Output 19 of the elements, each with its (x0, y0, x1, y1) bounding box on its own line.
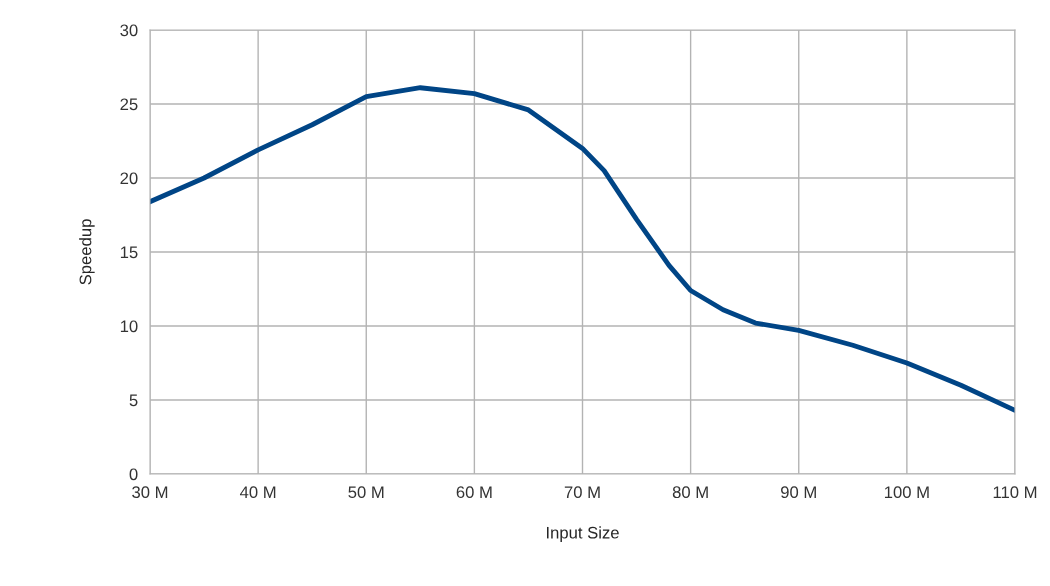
x-axis-title: Input Size (546, 526, 619, 542)
x-tick-label: 60 M (456, 486, 492, 499)
y-tick-label: 0 (129, 468, 138, 481)
y-tick-label: 10 (120, 320, 138, 333)
x-tick-label: 80 M (672, 486, 708, 499)
x-tick-label: 100 M (884, 486, 929, 499)
x-tick-label: 30 M (132, 486, 168, 499)
y-tick-label: 25 (120, 98, 138, 111)
y-tick-label: 20 (120, 172, 138, 185)
y-tick-label: 15 (120, 246, 138, 259)
x-tick-label: 40 M (239, 486, 276, 499)
y-tick-label: 5 (129, 394, 138, 407)
y-tick-label: 30 (120, 24, 138, 37)
y-axis-title: Speedup (79, 219, 95, 285)
x-tick-label: 110 M (993, 486, 1037, 499)
x-tick-label: 90 M (781, 486, 816, 499)
line-series (150, 85, 1015, 413)
x-tick-label: 70 M (564, 486, 600, 499)
x-tick-label: 50 M (348, 486, 384, 499)
